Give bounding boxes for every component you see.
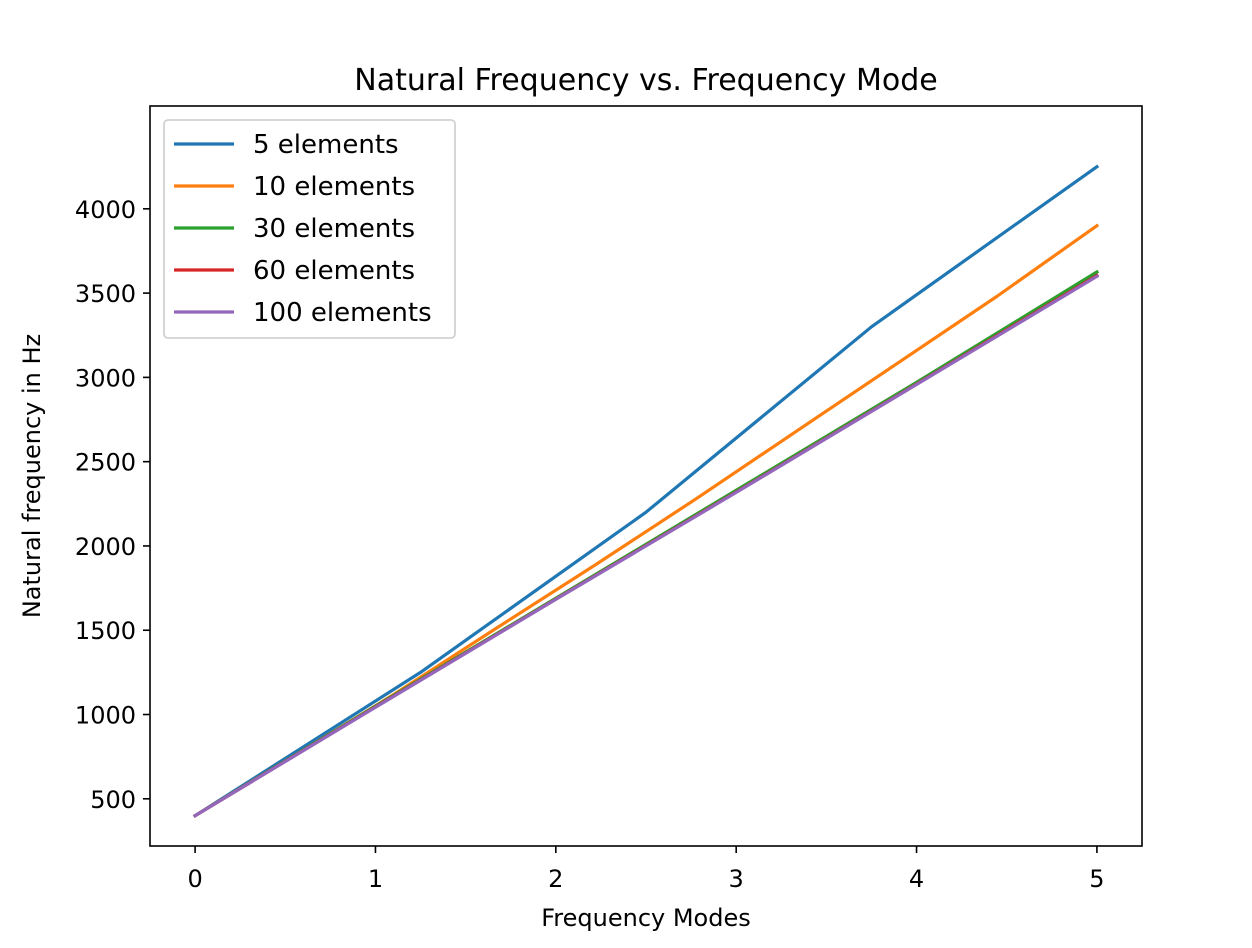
x-tick-label: 2 (548, 865, 563, 893)
series-line (192, 274, 1100, 818)
legend-label: 30 elements (253, 214, 415, 244)
x-tick-label: 3 (729, 865, 744, 893)
y-tick-label: 3000 (75, 364, 136, 392)
series-line (192, 164, 1100, 818)
x-axis-label: Frequency Modes (541, 904, 751, 932)
y-tick-label: 2000 (75, 533, 136, 561)
legend-label: 5 elements (253, 130, 399, 160)
y-tick-label: 1000 (75, 702, 136, 730)
y-tick-label: 3500 (75, 280, 136, 308)
x-tick-label: 4 (909, 865, 924, 893)
series-lines (192, 164, 1100, 818)
x-tick-label: 1 (368, 865, 383, 893)
legend-label: 60 elements (253, 256, 415, 286)
y-tick-label: 500 (90, 786, 136, 814)
y-tick-label: 1500 (75, 617, 136, 645)
legend-label: 10 elements (253, 172, 415, 202)
chart-title: Natural Frequency vs. Frequency Mode (354, 63, 937, 98)
y-tick-label: 4000 (75, 196, 136, 224)
y-tick-label: 2500 (75, 449, 136, 477)
legend-box (163, 119, 456, 339)
y-axis-label: Natural frequency in Hz (18, 334, 46, 618)
legend: 5 elements 10 elements 30 elements 60 eleme… (163, 119, 456, 339)
x-tick-label: 5 (1089, 865, 1104, 893)
y-axis: 500 1000 1500 2000 2500 3000 3500 4000 (75, 196, 150, 814)
x-axis: 0 1 2 3 4 5 (187, 846, 1105, 893)
x-tick-label: 0 (187, 865, 202, 893)
legend-label: 100 elements (253, 298, 432, 328)
